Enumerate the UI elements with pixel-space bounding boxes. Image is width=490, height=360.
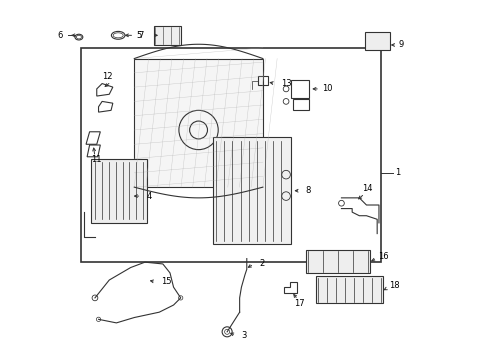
Text: 11: 11 [92, 155, 102, 164]
Bar [365, 32, 390, 50]
Text: 10: 10 [322, 84, 332, 93]
Text: 7: 7 [138, 31, 143, 40]
Text: 15: 15 [161, 277, 172, 286]
Text: 4: 4 [147, 192, 152, 201]
Bar [81, 48, 381, 262]
Bar [134, 59, 263, 187]
Text: 12: 12 [102, 72, 113, 81]
Bar [92, 158, 147, 223]
Text: 13: 13 [281, 79, 292, 88]
Bar [317, 276, 383, 303]
Text: 16: 16 [378, 252, 389, 261]
Text: 5: 5 [136, 31, 141, 40]
Text: 14: 14 [362, 184, 373, 193]
Text: 8: 8 [306, 186, 311, 195]
Text: 9: 9 [398, 40, 404, 49]
Text: 18: 18 [389, 281, 399, 290]
Text: 6: 6 [57, 31, 63, 40]
Bar [213, 137, 292, 244]
Bar [306, 249, 370, 273]
Text: 3: 3 [242, 331, 247, 340]
Bar [154, 26, 181, 45]
Text: 2: 2 [259, 260, 265, 269]
Text: 17: 17 [294, 300, 305, 309]
Text: 1: 1 [395, 168, 400, 177]
